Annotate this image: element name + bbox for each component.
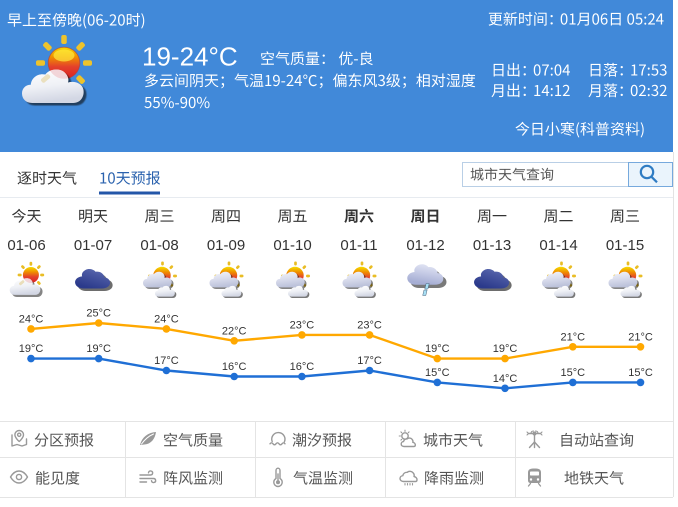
svg-text:01-10: 01-10: [273, 237, 311, 254]
svg-text:24°C: 24°C: [19, 313, 44, 325]
svg-text:21°C: 21°C: [561, 331, 586, 343]
svg-text:16°C: 16°C: [290, 361, 315, 373]
svg-text:17°C: 17°C: [357, 355, 382, 367]
svg-text:19°C: 19°C: [425, 343, 450, 355]
svg-text:19°C: 19°C: [86, 343, 111, 355]
svg-text:19-24°C: 19-24°C: [142, 42, 238, 72]
svg-text:15°C: 15°C: [628, 367, 653, 379]
svg-text:01-08: 01-08: [140, 237, 178, 254]
svg-text:01-14: 01-14: [539, 237, 577, 254]
svg-text:21°C: 21°C: [628, 331, 653, 343]
svg-text:23°C: 23°C: [357, 319, 382, 331]
svg-text:25°C: 25°C: [86, 308, 111, 320]
svg-text:16°C: 16°C: [222, 361, 247, 373]
svg-text:24°C: 24°C: [154, 313, 179, 325]
svg-text:01-13: 01-13: [473, 237, 511, 254]
svg-text:01-11: 01-11: [340, 237, 377, 254]
svg-text:15°C: 15°C: [425, 367, 450, 379]
svg-text:17°C: 17°C: [154, 355, 179, 367]
svg-text:14°C: 14°C: [493, 373, 518, 385]
svg-text:01-07: 01-07: [74, 237, 112, 254]
svg-text:01-06: 01-06: [7, 237, 45, 254]
svg-text:01-15: 01-15: [606, 237, 644, 254]
svg-text:19°C: 19°C: [19, 343, 44, 355]
svg-text:15°C: 15°C: [561, 367, 586, 379]
svg-text:01-09: 01-09: [207, 237, 245, 254]
svg-text:23°C: 23°C: [290, 319, 315, 331]
svg-text:01-12: 01-12: [406, 237, 444, 254]
svg-text:22°C: 22°C: [222, 325, 247, 337]
svg-text:19°C: 19°C: [493, 343, 518, 355]
